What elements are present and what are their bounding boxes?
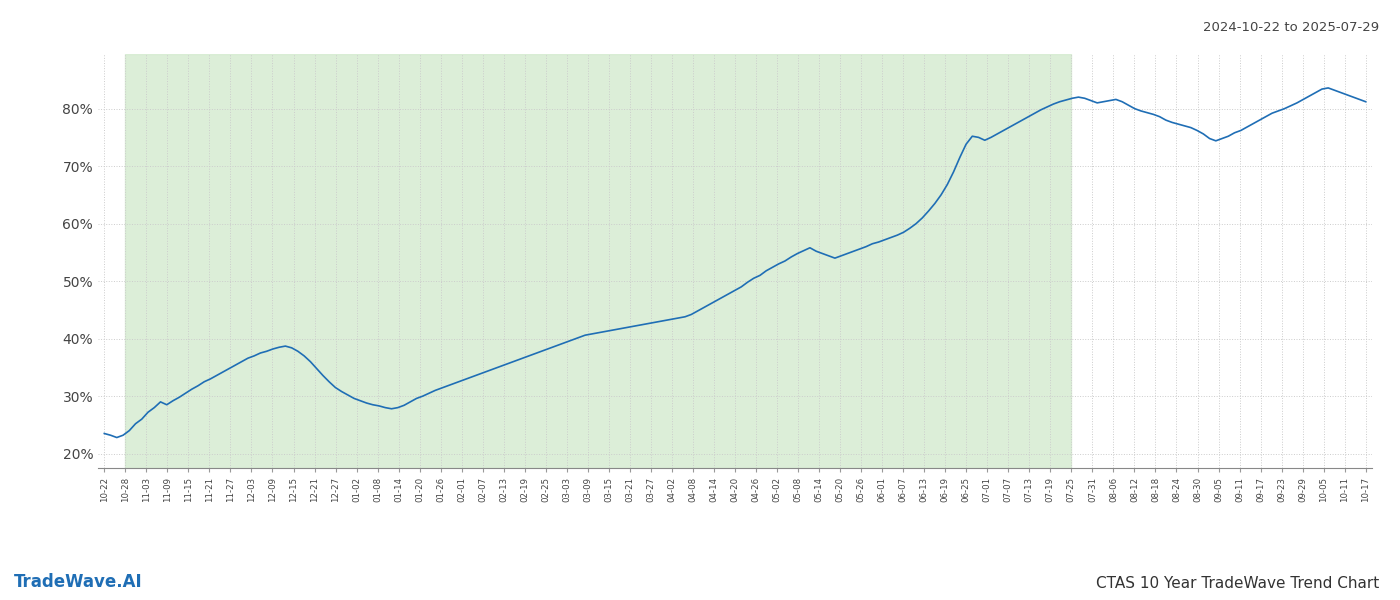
Text: CTAS 10 Year TradeWave Trend Chart: CTAS 10 Year TradeWave Trend Chart (1096, 576, 1379, 591)
Text: TradeWave.AI: TradeWave.AI (14, 573, 143, 591)
Bar (126, 54, 1071, 468)
Text: 2024-10-22 to 2025-07-29: 2024-10-22 to 2025-07-29 (1203, 21, 1379, 34)
